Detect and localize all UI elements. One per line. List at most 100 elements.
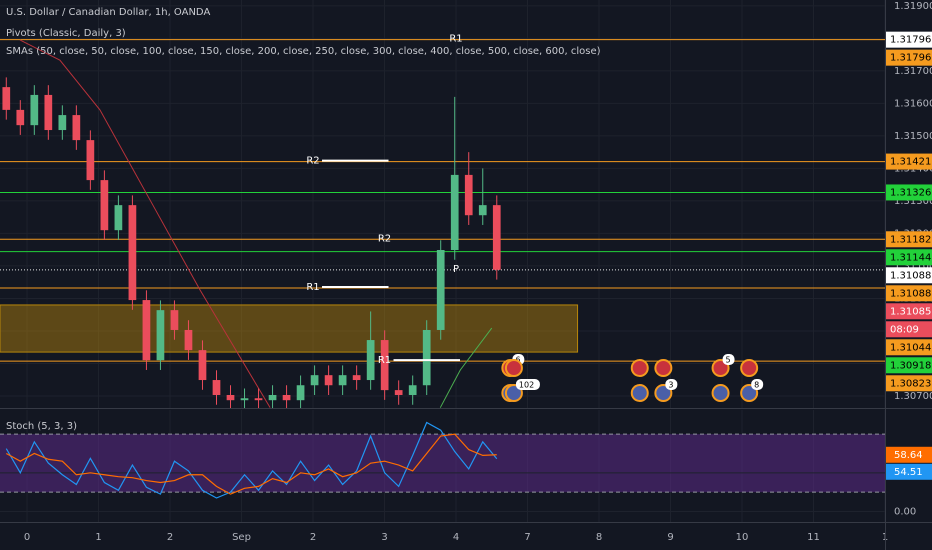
price-tag — [886, 153, 932, 170]
candle-body — [142, 300, 151, 361]
candle-body — [30, 94, 39, 126]
x-tick-label: 2 — [310, 532, 316, 543]
candle-body — [282, 394, 291, 401]
price-tag — [886, 321, 932, 338]
x-tick-label: 1 — [95, 532, 101, 543]
candle-body — [44, 94, 53, 131]
candle-body — [408, 385, 417, 395]
price-tag-label: 1.31796 — [890, 53, 931, 64]
event-badge — [722, 354, 735, 365]
price-tag — [886, 49, 932, 66]
pivot-label: R1 — [449, 34, 462, 45]
x-tick-label: 7 — [524, 532, 530, 543]
candle-body — [128, 205, 137, 301]
candle-body — [478, 205, 487, 216]
price-tag-label: 1.31796 — [890, 35, 931, 46]
price-tag — [886, 31, 932, 48]
candle-body — [450, 174, 459, 251]
y-tick-label: 1.31700 — [894, 66, 932, 77]
supply-zone — [0, 304, 579, 353]
candle-body — [338, 375, 347, 386]
y-tick-label: 0.00 — [894, 507, 916, 518]
price-tag — [886, 303, 932, 320]
candle-body — [366, 340, 375, 381]
indicator-title: Pivots (Classic, Daily, 3) — [6, 28, 126, 39]
pivot-label: P — [453, 264, 459, 275]
price-tag-label: 1.31421 — [890, 157, 931, 168]
candle-body — [492, 205, 501, 270]
stoch-line — [5, 421, 498, 499]
event-icon — [711, 384, 730, 402]
price-tag-label: 1.31182 — [890, 234, 931, 245]
stoch-tag-label: 58.64 — [894, 450, 923, 461]
candle-body — [268, 394, 277, 401]
x-tick-label: 0 — [24, 532, 30, 543]
candle-body — [100, 180, 109, 231]
event-icon — [504, 359, 523, 377]
price-tag-label: 1.31326 — [890, 187, 931, 198]
x-tick-label: 10 — [736, 532, 749, 543]
candle-body — [16, 109, 25, 126]
candle-body — [212, 380, 221, 395]
axes: 012Sep234789101111.319001.318001.317001.… — [24, 1, 932, 543]
symbol-title: U.S. Dollar / Canadian Dollar, 1h, OANDA — [6, 7, 210, 18]
price-tag-label: 1.30918 — [890, 360, 931, 371]
y-tick-label: 1.30700 — [894, 391, 932, 402]
candle-body — [86, 140, 95, 181]
price-tag-label: 1.31088 — [890, 270, 931, 281]
candle-body — [310, 375, 319, 386]
candle-body — [72, 115, 81, 141]
candle-body — [226, 394, 235, 401]
candle-body — [2, 87, 11, 110]
event-count: 102 — [519, 381, 534, 390]
x-tick-label: 11 — [807, 532, 820, 543]
y-tick-label: 1.31500 — [894, 131, 932, 142]
candle-body — [380, 340, 389, 391]
pivot-label: R1 — [306, 282, 319, 293]
price-tag — [886, 339, 932, 356]
pivot-label: R1 — [378, 355, 391, 366]
x-tick-label: 9 — [667, 532, 673, 543]
candle-body — [254, 398, 263, 401]
pivot-label: R2 — [306, 156, 319, 167]
candle-body — [394, 390, 403, 395]
x-tick-label: 2 — [167, 532, 173, 543]
candle-body — [436, 250, 445, 330]
candle-body — [296, 385, 305, 401]
y-tick-label: 1.31600 — [894, 98, 932, 109]
price-tag-label: 1.31088 — [890, 288, 931, 299]
candle-body — [170, 310, 179, 330]
event-count: 3 — [668, 381, 673, 390]
stoch-line — [6, 433, 497, 495]
price-tag — [886, 375, 932, 392]
event-count: 8 — [754, 381, 759, 390]
y-tick-label: 1.31300 — [894, 196, 932, 207]
price-tag — [886, 184, 932, 201]
candle-body — [240, 398, 249, 401]
price-tag — [886, 357, 932, 374]
event-badge — [751, 379, 764, 390]
event-icon — [740, 359, 759, 377]
sma-line — [439, 327, 493, 408]
x-tick-label: 3 — [381, 532, 387, 543]
candle-body — [422, 329, 431, 386]
candle-body — [184, 329, 193, 351]
price-tag — [886, 249, 932, 266]
price-tag — [886, 267, 932, 284]
candle-body — [114, 205, 123, 231]
y-tick-label: 1.31900 — [894, 1, 932, 12]
x-tick-label: 8 — [596, 532, 602, 543]
event-badge — [515, 379, 540, 390]
stoch-tag-label: 54.51 — [894, 467, 923, 478]
event-icon — [630, 384, 649, 402]
stoch-pane — [0, 410, 885, 522]
price-tag — [886, 231, 932, 248]
candle-body — [352, 375, 361, 381]
pivot-label: R2 — [378, 233, 391, 244]
event-icon — [654, 359, 673, 377]
stoch-tag — [886, 463, 932, 480]
stoch-tag — [886, 446, 932, 463]
stoch-band — [0, 434, 885, 493]
